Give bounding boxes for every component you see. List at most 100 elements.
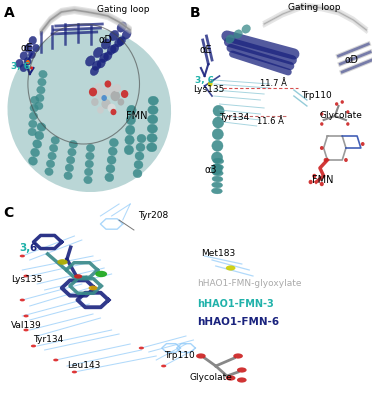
Circle shape (94, 83, 103, 93)
Circle shape (312, 174, 317, 178)
Circle shape (91, 98, 99, 106)
Circle shape (89, 88, 97, 96)
Text: Trp110: Trp110 (164, 352, 195, 360)
Ellipse shape (49, 144, 58, 152)
Ellipse shape (86, 152, 94, 160)
Text: Gating loop: Gating loop (288, 4, 341, 12)
Ellipse shape (25, 44, 32, 52)
Ellipse shape (212, 188, 222, 194)
Ellipse shape (110, 44, 119, 53)
Circle shape (346, 110, 350, 114)
Ellipse shape (85, 160, 93, 168)
Circle shape (341, 100, 344, 104)
Ellipse shape (226, 35, 234, 43)
Ellipse shape (97, 59, 105, 68)
Ellipse shape (117, 22, 126, 32)
Circle shape (208, 81, 213, 87)
Text: α3: α3 (205, 165, 217, 175)
Ellipse shape (234, 30, 242, 38)
Text: 11.7 Å: 11.7 Å (260, 80, 287, 88)
Ellipse shape (109, 30, 119, 41)
Ellipse shape (212, 176, 223, 182)
Ellipse shape (211, 164, 222, 175)
Ellipse shape (100, 53, 109, 62)
Text: αD: αD (99, 35, 113, 45)
Ellipse shape (115, 38, 124, 47)
Text: αD: αD (344, 55, 358, 65)
Circle shape (110, 91, 120, 101)
Circle shape (53, 358, 58, 362)
Ellipse shape (117, 36, 125, 46)
Circle shape (23, 329, 29, 331)
Ellipse shape (108, 147, 117, 156)
Circle shape (344, 158, 348, 162)
Ellipse shape (20, 64, 27, 72)
Ellipse shape (242, 25, 250, 33)
Ellipse shape (148, 96, 158, 105)
Ellipse shape (29, 36, 36, 45)
Ellipse shape (29, 157, 38, 165)
Ellipse shape (30, 104, 38, 112)
Text: Tyr208: Tyr208 (138, 212, 168, 220)
Text: Tyr134: Tyr134 (33, 336, 64, 344)
Text: hHAO1-FMN-glyoxylate: hHAO1-FMN-glyoxylate (197, 280, 302, 288)
Circle shape (101, 99, 111, 109)
Circle shape (226, 266, 235, 271)
Ellipse shape (104, 52, 112, 60)
Text: FMN: FMN (312, 175, 334, 185)
Ellipse shape (135, 152, 144, 160)
Ellipse shape (148, 106, 158, 114)
Ellipse shape (126, 115, 135, 125)
Text: Tyr134: Tyr134 (219, 114, 250, 122)
Ellipse shape (28, 51, 35, 58)
Ellipse shape (106, 164, 115, 173)
Ellipse shape (7, 28, 171, 192)
Circle shape (105, 80, 111, 88)
Circle shape (110, 109, 116, 115)
Ellipse shape (29, 120, 37, 128)
Ellipse shape (33, 140, 42, 148)
Circle shape (20, 298, 25, 302)
Text: Leu143: Leu143 (67, 362, 100, 370)
Ellipse shape (90, 66, 99, 76)
Text: αE: αE (20, 43, 33, 53)
Text: B: B (190, 6, 201, 20)
Ellipse shape (107, 45, 116, 55)
Ellipse shape (133, 169, 142, 178)
Ellipse shape (37, 86, 45, 94)
Ellipse shape (84, 176, 92, 184)
Text: 3, 6: 3, 6 (195, 76, 214, 84)
Circle shape (30, 66, 33, 70)
Text: Glycolate: Glycolate (320, 112, 363, 120)
Ellipse shape (48, 152, 56, 160)
Circle shape (324, 158, 327, 162)
Text: FMN: FMN (126, 111, 148, 121)
Circle shape (105, 84, 115, 96)
Circle shape (108, 104, 116, 112)
Circle shape (101, 95, 107, 101)
Ellipse shape (211, 152, 222, 163)
Ellipse shape (20, 52, 28, 60)
Ellipse shape (126, 125, 135, 135)
Ellipse shape (31, 148, 39, 157)
Ellipse shape (65, 164, 74, 172)
Ellipse shape (107, 156, 116, 164)
Circle shape (361, 142, 365, 146)
Ellipse shape (69, 140, 77, 148)
Text: C: C (4, 206, 14, 220)
Text: Lys135: Lys135 (11, 276, 42, 284)
Circle shape (233, 354, 243, 358)
Text: Val139: Val139 (11, 322, 42, 330)
Circle shape (161, 365, 166, 367)
Circle shape (23, 274, 29, 278)
Ellipse shape (127, 105, 136, 115)
Text: hHAO1-FMN-3: hHAO1-FMN-3 (197, 299, 274, 309)
Circle shape (57, 259, 68, 265)
Ellipse shape (67, 156, 75, 164)
Ellipse shape (213, 164, 224, 170)
Ellipse shape (39, 70, 47, 78)
Ellipse shape (213, 117, 224, 128)
Circle shape (121, 90, 128, 98)
Ellipse shape (64, 172, 72, 180)
Ellipse shape (105, 173, 114, 182)
